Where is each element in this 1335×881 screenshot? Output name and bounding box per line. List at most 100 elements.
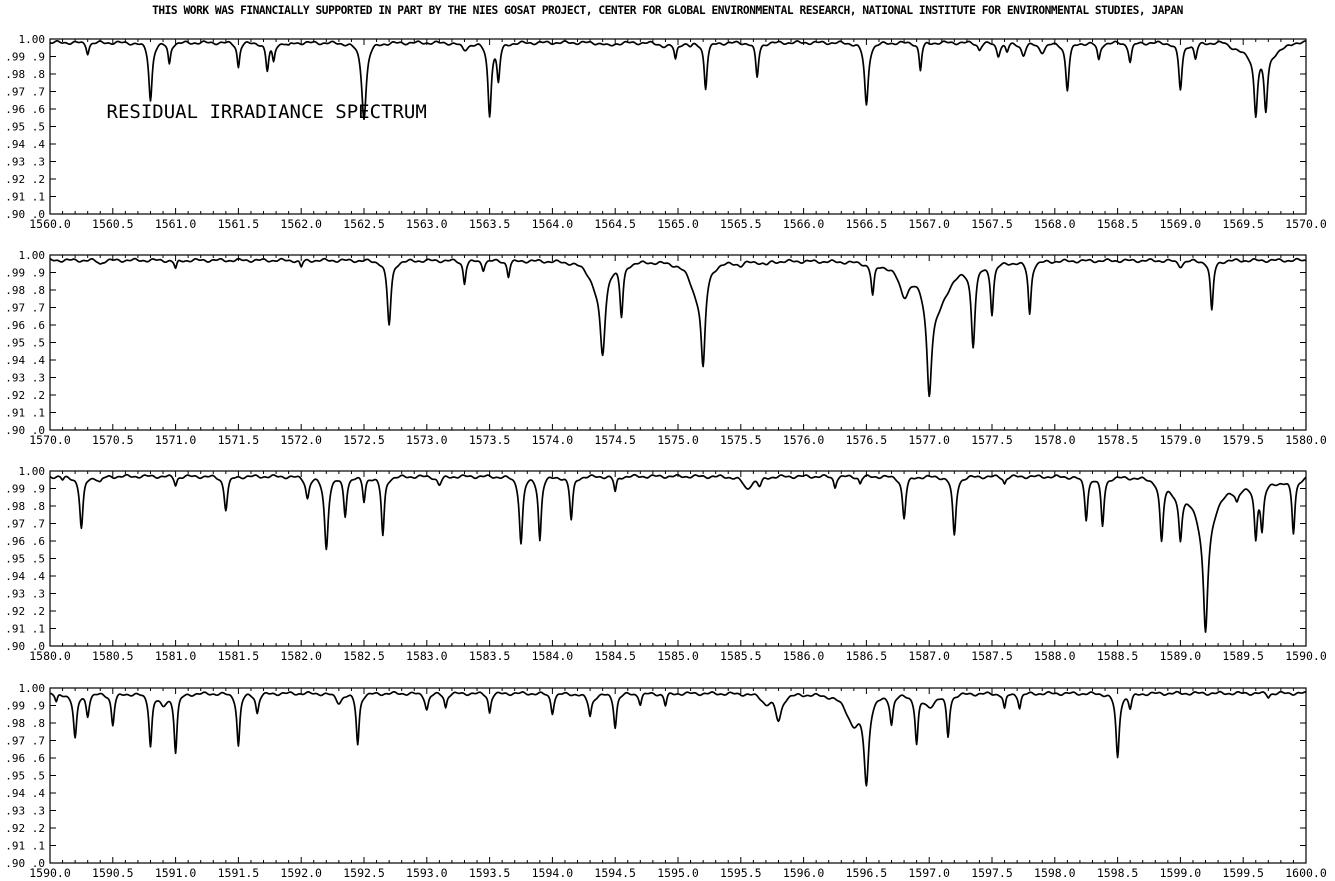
x-tick-label: 1593.5 <box>469 866 511 880</box>
y-tick-label: .90 .0 <box>5 857 45 870</box>
x-tick-label: 1565.0 <box>657 217 699 231</box>
x-tick-label: 1563.0 <box>406 217 448 231</box>
y-tick-label: .92 .2 <box>5 822 45 835</box>
x-tick-label: 1599.0 <box>1160 866 1202 880</box>
x-tick-label: 1564.0 <box>532 217 574 231</box>
y-tick-label: .98 .8 <box>5 717 45 730</box>
y-tick-label: .96 .6 <box>5 752 45 765</box>
x-tick-label: 1560.5 <box>92 217 134 231</box>
y-tick-label: .94 .4 <box>5 354 45 367</box>
x-tick-label: 1586.5 <box>846 649 888 663</box>
x-tick-label: 1582.5 <box>343 649 385 663</box>
x-tick-label: 1576.5 <box>846 433 888 447</box>
x-tick-label: 1592.0 <box>280 866 322 880</box>
y-tick-label: .99 .9 <box>5 267 45 280</box>
x-tick-label: 1560.0 <box>29 217 71 231</box>
x-tick-label: 1568.5 <box>1097 217 1139 231</box>
y-tick-label: .90 .0 <box>5 640 45 653</box>
x-tick-label: 1573.5 <box>469 433 511 447</box>
x-tick-label: 1587.5 <box>971 649 1013 663</box>
y-tick-label: 1.00 <box>19 465 46 478</box>
x-tick-label: 1587.0 <box>908 649 950 663</box>
x-tick-label: 1598.5 <box>1097 866 1139 880</box>
x-tick-label: 1591.0 <box>155 866 197 880</box>
x-tick-label: 1598.0 <box>1034 866 1076 880</box>
x-tick-label: 1571.5 <box>218 433 260 447</box>
y-tick-label: .96 .6 <box>5 319 45 332</box>
x-tick-label: 1589.5 <box>1222 649 1264 663</box>
plot-frame <box>49 254 1307 431</box>
x-tick-label: 1563.5 <box>469 217 511 231</box>
y-tick-label: .92 .2 <box>5 389 45 402</box>
x-tick-label: 1591.5 <box>218 866 260 880</box>
spectrum-line <box>49 690 1307 787</box>
x-tick-label: 1594.0 <box>532 866 574 880</box>
x-tick-label: 1580.0 <box>29 649 71 663</box>
x-tick-label: 1578.5 <box>1097 433 1139 447</box>
y-tick-label: .95 .5 <box>5 770 45 783</box>
x-tick-label: 1583.0 <box>406 649 448 663</box>
spectrum-line <box>49 473 1307 633</box>
x-tick-label: 1569.0 <box>1160 217 1202 231</box>
x-tick-label: 1581.5 <box>218 649 260 663</box>
x-tick-label: 1573.0 <box>406 433 448 447</box>
x-tick-label: 1570.5 <box>92 433 134 447</box>
y-tick-label: .91 .1 <box>5 407 45 420</box>
y-tick-label: .94 .4 <box>5 787 45 800</box>
x-tick-label: 1595.0 <box>657 866 699 880</box>
y-tick-label: .97 .7 <box>5 518 45 531</box>
y-tick-label: .99 .9 <box>5 51 45 64</box>
x-tick-label: 1586.0 <box>783 649 825 663</box>
plot-frame <box>49 687 1307 864</box>
x-tick-label: 1574.0 <box>532 433 574 447</box>
x-tick-label: 1590.5 <box>92 866 134 880</box>
x-tick-label: 1584.5 <box>594 649 636 663</box>
x-tick-label: 1581.0 <box>155 649 197 663</box>
x-tick-label: 1566.5 <box>846 217 888 231</box>
x-tick-label: 1564.5 <box>594 217 636 231</box>
x-tick-label: 1572.5 <box>343 433 385 447</box>
y-tick-label: .98 .8 <box>5 284 45 297</box>
x-tick-label: 1600.0 <box>1285 866 1327 880</box>
y-tick-label: .98 .8 <box>5 68 45 81</box>
x-tick-label: 1590.0 <box>1285 649 1327 663</box>
x-tick-label: 1571.0 <box>155 433 197 447</box>
x-tick-label: 1596.0 <box>783 866 825 880</box>
x-tick-label: 1570.0 <box>29 433 71 447</box>
panel-title: RESIDUAL IRRADIANCE SPECTRUM <box>107 101 427 123</box>
x-tick-label: 1583.5 <box>469 649 511 663</box>
x-tick-label: 1584.0 <box>532 649 574 663</box>
x-tick-label: 1588.5 <box>1097 649 1139 663</box>
y-tick-label: .95 .5 <box>5 553 45 566</box>
y-tick-label: 1.00 <box>19 682 46 695</box>
x-tick-label: 1597.0 <box>908 866 950 880</box>
plot-frame <box>49 470 1307 647</box>
x-tick-label: 1585.5 <box>720 649 762 663</box>
y-tick-label: .91 .1 <box>5 191 45 204</box>
y-tick-label: .93 .3 <box>5 156 45 169</box>
x-tick-label: 1596.5 <box>846 866 888 880</box>
x-tick-label: 1572.0 <box>280 433 322 447</box>
y-tick-label: .94 .4 <box>5 138 45 151</box>
x-tick-label: 1578.0 <box>1034 433 1076 447</box>
y-tick-label: .91 .1 <box>5 623 45 636</box>
y-tick-label: .93 .3 <box>5 805 45 818</box>
y-tick-label: 1.00 <box>19 249 46 262</box>
x-tick-label: 1593.0 <box>406 866 448 880</box>
x-tick-label: 1575.0 <box>657 433 699 447</box>
x-tick-label: 1566.0 <box>783 217 825 231</box>
x-tick-label: 1590.0 <box>29 866 71 880</box>
x-tick-label: 1570.0 <box>1285 217 1327 231</box>
x-tick-label: 1582.0 <box>280 649 322 663</box>
x-tick-label: 1576.0 <box>783 433 825 447</box>
y-tick-label: .97 .7 <box>5 86 45 99</box>
x-tick-label: 1597.5 <box>971 866 1013 880</box>
x-tick-label: 1574.5 <box>594 433 636 447</box>
y-tick-label: .93 .3 <box>5 588 45 601</box>
y-tick-label: .92 .2 <box>5 173 45 186</box>
y-tick-label: .99 .9 <box>5 700 45 713</box>
x-tick-label: 1580.5 <box>92 649 134 663</box>
x-tick-label: 1577.5 <box>971 433 1013 447</box>
y-tick-label: .95 .5 <box>5 121 45 134</box>
